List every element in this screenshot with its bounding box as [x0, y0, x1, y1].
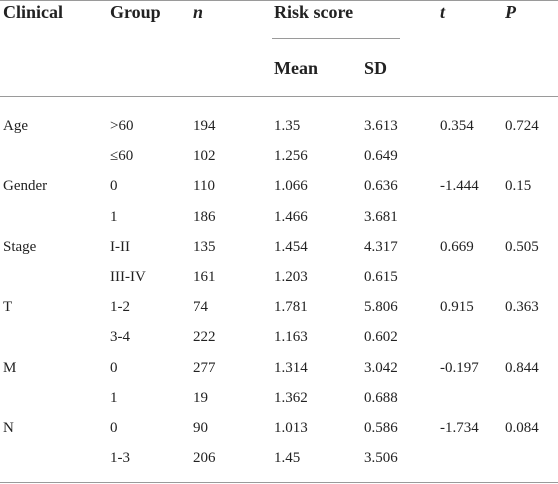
- sd-cell: 0.636: [364, 178, 398, 195]
- mean-cell: 1.013: [274, 420, 308, 436]
- header-clinical: Clinical: [3, 2, 64, 22]
- header-group: Group: [110, 2, 161, 22]
- p-cell: 0.363: [505, 299, 539, 316]
- sd-cell: 5.806: [364, 299, 398, 316]
- p-cell: 0.505: [505, 238, 539, 255]
- clinical-cell: T: [3, 299, 13, 316]
- sd-cell: 3.042: [364, 359, 398, 376]
- n-cell: 186: [193, 208, 216, 225]
- sd-cell: 0.586: [364, 420, 398, 436]
- n-cell: 161: [193, 269, 216, 285]
- t-cell: -1.734: [440, 420, 479, 436]
- mean-cell: 1.362: [274, 389, 308, 406]
- mean-cell: 1.314: [274, 359, 308, 376]
- n-cell: 135: [193, 238, 216, 255]
- sd-cell: 0.615: [364, 269, 398, 285]
- t-cell: -0.197: [440, 359, 479, 376]
- sd-cell: 3.613: [364, 118, 398, 134]
- top-rule: [0, 0, 558, 1]
- mean-cell: 1.45: [274, 450, 301, 467]
- sd-cell: 0.688: [364, 389, 398, 406]
- t-cell: 0.669: [440, 238, 474, 255]
- p-cell: 0.844: [505, 359, 539, 376]
- mean-cell: 1.066: [274, 178, 308, 195]
- mean-cell: 1.35: [274, 118, 301, 134]
- p-cell: 0.724: [505, 118, 539, 134]
- mean-cell: 1.466: [274, 208, 308, 225]
- bottom-rule: [0, 482, 558, 483]
- risk-score-rule: [272, 38, 400, 39]
- group-cell: III-IV: [110, 269, 146, 285]
- header-sd: SD: [364, 58, 388, 78]
- clinical-cell: N: [3, 420, 14, 436]
- clinical-cell: Age: [3, 118, 28, 134]
- n-cell: 74: [193, 299, 208, 316]
- n-cell: 206: [193, 450, 216, 467]
- header-t: t: [440, 2, 446, 22]
- n-cell: 277: [193, 359, 216, 376]
- n-cell: 194: [193, 118, 216, 134]
- mean-cell: 1.454: [274, 238, 308, 255]
- group-cell: 1: [110, 389, 118, 406]
- n-cell: 90: [193, 420, 208, 436]
- n-cell: 102: [193, 148, 216, 165]
- header-p: P: [505, 2, 516, 22]
- group-cell: 0: [110, 178, 118, 195]
- group-cell: 1-2: [110, 299, 130, 316]
- group-cell: 0: [110, 359, 118, 376]
- group-cell: I-II: [110, 238, 130, 255]
- group-cell: 0: [110, 420, 118, 436]
- sd-cell: 0.602: [364, 329, 398, 346]
- header-rule: [0, 96, 558, 97]
- mean-cell: 1.256: [274, 148, 308, 165]
- sd-cell: 3.681: [364, 208, 398, 225]
- group-cell: 1: [110, 208, 118, 225]
- p-cell: 0.15: [505, 178, 532, 195]
- t-cell: -1.444: [440, 178, 479, 195]
- header-risk-score: Risk score: [274, 2, 354, 22]
- header-mean: Mean: [274, 58, 318, 78]
- clinical-cell: M: [3, 359, 17, 376]
- clinical-cell: Stage: [3, 238, 37, 255]
- n-cell: 110: [193, 178, 215, 195]
- t-cell: 0.354: [440, 118, 474, 134]
- sd-cell: 0.649: [364, 148, 398, 165]
- n-cell: 222: [193, 329, 216, 346]
- sd-cell: 3.506: [364, 450, 398, 467]
- n-cell: 19: [193, 389, 208, 406]
- sd-cell: 4.317: [364, 238, 398, 255]
- group-cell: 3-4: [110, 329, 130, 346]
- group-cell: 1-3: [110, 450, 130, 467]
- clinical-cell: Gender: [3, 178, 48, 195]
- t-cell: 0.915: [440, 299, 474, 316]
- mean-cell: 1.163: [274, 329, 308, 346]
- p-cell: 0.084: [505, 420, 539, 436]
- header-n: n: [193, 2, 204, 22]
- mean-cell: 1.203: [274, 269, 308, 285]
- group-cell: ≤60: [110, 148, 134, 165]
- mean-cell: 1.781: [274, 299, 308, 316]
- group-cell: >60: [110, 118, 134, 134]
